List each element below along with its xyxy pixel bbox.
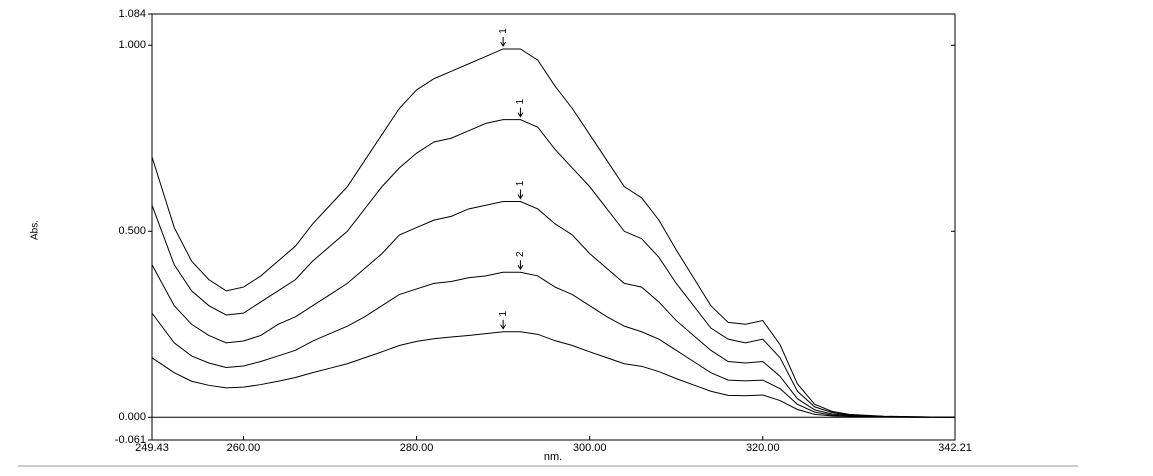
peak-arrow [517, 260, 524, 271]
peak-label: 1 [498, 28, 509, 34]
x-tick-label: 342.21 [938, 442, 972, 454]
x-tick-label: 280.00 [400, 442, 434, 454]
peak-arrow [517, 107, 524, 118]
x-tick-label: 300.00 [573, 442, 607, 454]
x-tick-label: 249.43 [135, 442, 169, 454]
plot-frame [151, 13, 956, 441]
spectrum-line [151, 201, 956, 418]
peak-label: 2 [515, 251, 526, 257]
y-axis-label: Abs. [30, 220, 41, 240]
y-tick-label: -0.061 [115, 434, 146, 446]
peak-arrow [517, 189, 524, 200]
peak-arrow [500, 36, 507, 47]
peak-label: 1 [515, 180, 526, 186]
spectrum-line [151, 331, 955, 418]
y-tick-label: 1.000 [118, 39, 146, 51]
y-tick-label: 0.500 [118, 225, 146, 237]
y-tick-label: 1.084 [118, 8, 146, 20]
spectrum-line [151, 271, 955, 418]
peak-label: 1 [498, 311, 509, 317]
spectrum-line [151, 119, 956, 418]
y-tick-label: 0.000 [118, 411, 146, 423]
peak-arrow [500, 319, 507, 330]
spectrum-line [151, 48, 956, 418]
x-tick-label: 260.00 [227, 442, 261, 454]
x-tick-label: 320.00 [746, 442, 780, 454]
x-axis-label: nm. [544, 451, 562, 463]
peak-label: 1 [515, 98, 526, 104]
